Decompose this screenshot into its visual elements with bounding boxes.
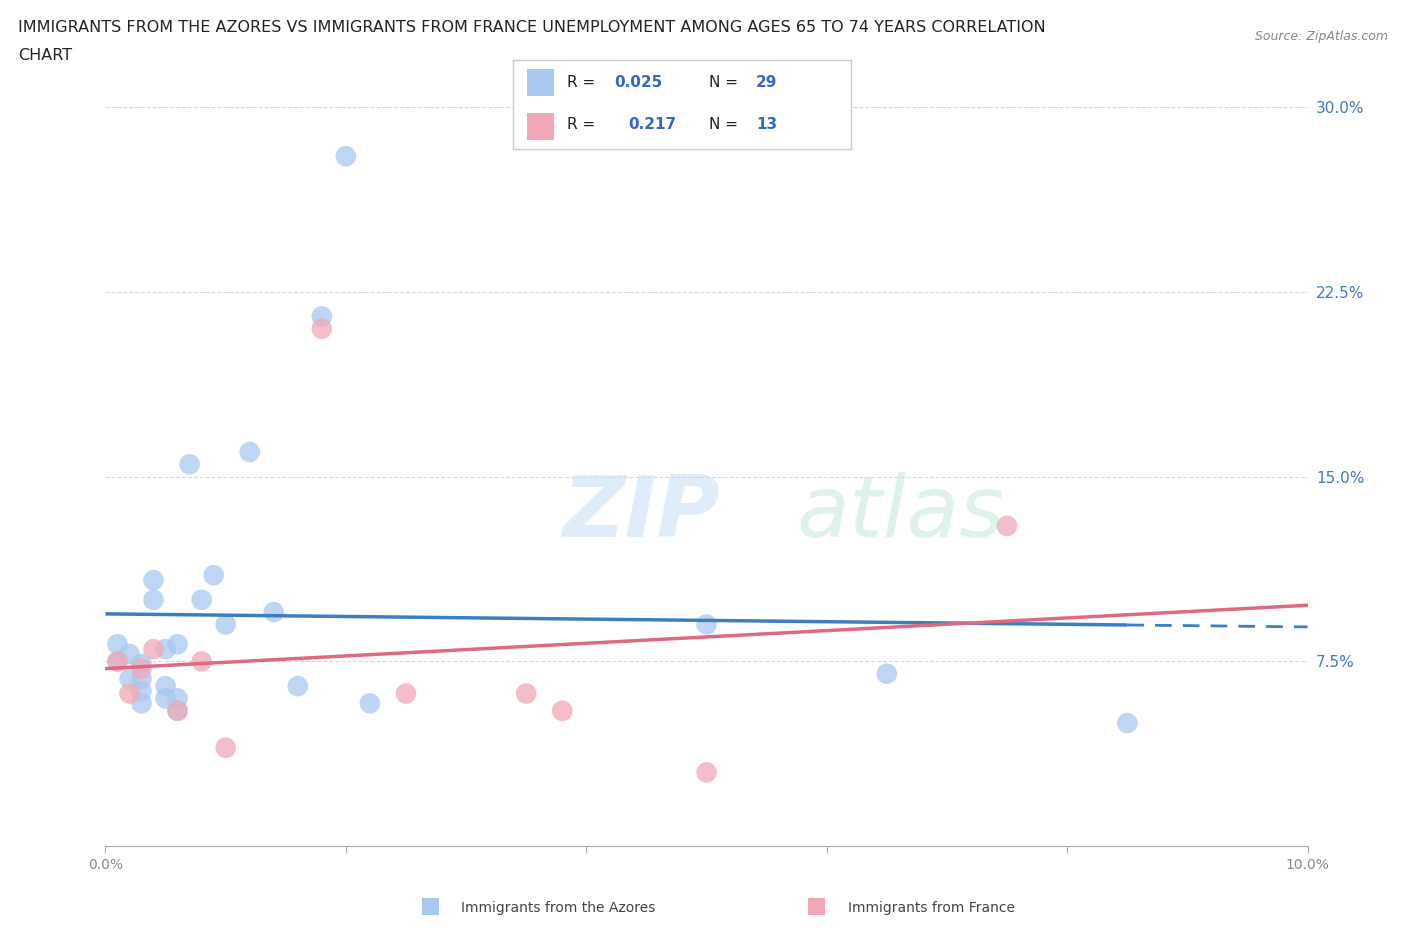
Point: [395, 686, 418, 701]
Point: [107, 637, 129, 652]
Point: [551, 703, 574, 718]
Point: [696, 618, 718, 632]
Text: 13: 13: [756, 116, 778, 131]
Point: [239, 445, 262, 459]
Point: [263, 604, 285, 619]
Point: [335, 149, 357, 164]
Point: [995, 519, 1018, 534]
Point: [166, 703, 188, 718]
Point: [179, 457, 201, 472]
Point: [190, 654, 212, 669]
Point: [142, 592, 165, 607]
Y-axis label: Unemployment Among Ages 65 to 74 years: Unemployment Among Ages 65 to 74 years: [0, 325, 7, 629]
Point: [131, 684, 153, 698]
Bar: [527, 70, 554, 96]
Point: [131, 657, 153, 671]
Point: [155, 691, 177, 706]
Point: [1116, 716, 1139, 731]
Text: Immigrants from France: Immigrants from France: [848, 900, 1015, 915]
Point: [359, 696, 381, 711]
Point: [155, 679, 177, 694]
Text: Source: ZipAtlas.com: Source: ZipAtlas.com: [1254, 30, 1388, 43]
Text: atlas: atlas: [797, 472, 1005, 555]
Point: [166, 637, 188, 652]
Text: IMMIGRANTS FROM THE AZORES VS IMMIGRANTS FROM FRANCE UNEMPLOYMENT AMONG AGES 65 : IMMIGRANTS FROM THE AZORES VS IMMIGRANTS…: [18, 20, 1046, 35]
Point: [166, 691, 188, 706]
Text: 29: 29: [756, 75, 778, 90]
Point: [118, 671, 141, 686]
Point: [876, 666, 898, 681]
Point: [107, 654, 129, 669]
Point: [142, 642, 165, 657]
Bar: [527, 113, 554, 140]
Text: 0.217: 0.217: [628, 116, 676, 131]
Point: [107, 654, 129, 669]
Text: N =: N =: [709, 75, 742, 90]
Point: [696, 764, 718, 779]
Point: [190, 592, 212, 607]
Point: [131, 661, 153, 676]
Point: [311, 322, 333, 337]
Text: 0.025: 0.025: [614, 75, 662, 90]
Point: [142, 573, 165, 588]
Point: [287, 679, 309, 694]
Point: [118, 686, 141, 701]
Point: [214, 618, 236, 632]
Text: Immigrants from the Azores: Immigrants from the Azores: [461, 900, 655, 915]
Text: R =: R =: [567, 75, 600, 90]
Text: CHART: CHART: [18, 48, 72, 63]
Point: [155, 642, 177, 657]
Point: [131, 671, 153, 686]
Point: [311, 309, 333, 324]
Point: [202, 567, 225, 582]
Point: [214, 740, 236, 755]
Text: R =: R =: [567, 116, 605, 131]
Point: [118, 646, 141, 661]
Point: [131, 696, 153, 711]
Text: ZIP: ZIP: [562, 472, 720, 555]
Point: [515, 686, 537, 701]
Point: [166, 703, 188, 718]
Text: N =: N =: [709, 116, 742, 131]
